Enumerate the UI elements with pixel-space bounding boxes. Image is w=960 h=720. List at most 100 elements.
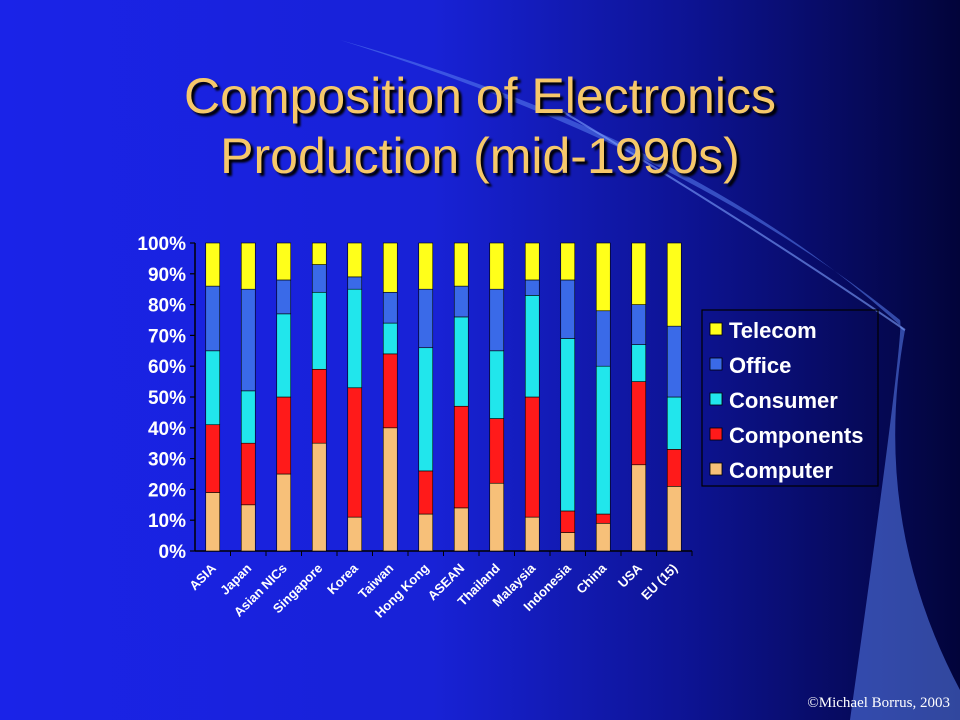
- bar-segment-computer: [666, 486, 682, 552]
- x-category-label: China: [573, 560, 610, 597]
- bar-segment-components: [347, 387, 363, 518]
- bar-segment-office: [489, 288, 505, 352]
- bar-segment-components: [666, 449, 682, 487]
- bar-segment-computer: [560, 532, 576, 552]
- legend-swatch-computer: [709, 462, 723, 476]
- y-tick-label: 0%: [159, 542, 187, 563]
- bar-segment-telecom: [240, 242, 256, 290]
- bar-segment-consumer: [347, 288, 363, 389]
- bar-segment-consumer: [595, 365, 611, 515]
- bar-segment-consumer: [453, 316, 469, 407]
- legend-swatch-consumer: [709, 392, 723, 406]
- bar-segment-components: [560, 510, 576, 533]
- bar-segment-consumer: [276, 313, 292, 398]
- bar-segment-office: [560, 279, 576, 339]
- bar-segment-telecom: [489, 242, 505, 290]
- bar-segment-telecom: [666, 242, 682, 327]
- bar-segment-components: [631, 381, 647, 466]
- bar-segment-computer: [240, 504, 256, 552]
- copyright-notice: ©Michael Borrus, 2003: [807, 695, 950, 711]
- legend-swatch-office: [709, 357, 723, 371]
- y-tick-label: 50%: [148, 388, 186, 409]
- bar-segment-consumer: [489, 350, 505, 419]
- bar-segment-office: [453, 285, 469, 318]
- bar-segment-telecom: [418, 242, 434, 290]
- bar-segment-office: [595, 310, 611, 367]
- bar-segment-consumer: [205, 350, 221, 426]
- bar-segment-office: [276, 279, 292, 315]
- y-tick-label: 30%: [148, 450, 186, 471]
- y-tick-label: 60%: [148, 357, 186, 378]
- bar-segment-consumer: [240, 390, 256, 444]
- y-tick-label: 20%: [148, 480, 186, 501]
- bar-segment-computer: [205, 492, 221, 552]
- bar-segment-office: [205, 285, 221, 352]
- bar-segment-components: [382, 353, 398, 429]
- slide-title-line2: Production (mid-1990s): [220, 128, 740, 184]
- bar-segment-office: [311, 264, 327, 293]
- bar-segment-components: [205, 424, 221, 493]
- bar-segment-office: [240, 288, 256, 392]
- bar-segment-telecom: [347, 242, 363, 278]
- legend-box: [701, 309, 879, 487]
- bar-segment-computer: [631, 464, 647, 552]
- bar-segment-consumer: [418, 347, 434, 472]
- bar-segment-telecom: [311, 242, 327, 265]
- bar-segment-telecom: [560, 242, 576, 281]
- bar-segment-telecom: [453, 242, 469, 287]
- y-tick-label: 40%: [148, 419, 186, 440]
- bar-segment-consumer: [666, 396, 682, 450]
- bar-segment-components: [595, 513, 611, 524]
- bar-segment-computer: [595, 522, 611, 552]
- legend-swatch-components: [709, 427, 723, 441]
- legend-label-telecom: Telecom: [729, 318, 817, 343]
- x-category-label: USA: [615, 560, 645, 590]
- bar-segment-consumer: [631, 344, 647, 382]
- legend-label-office: Office: [729, 353, 791, 378]
- y-tick-label: 80%: [148, 296, 186, 317]
- bar-segment-computer: [524, 516, 540, 552]
- bar-segment-components: [311, 368, 327, 444]
- bar-segment-components: [276, 396, 292, 475]
- bar-segment-computer: [453, 507, 469, 552]
- legend-swatch-telecom: [709, 322, 723, 336]
- bar-segment-office: [524, 279, 540, 296]
- bar-segment-consumer: [560, 338, 576, 512]
- bar-segment-office: [382, 291, 398, 324]
- bar-segment-components: [489, 418, 505, 484]
- y-tick-label: 100%: [137, 234, 186, 255]
- y-tick-label: 90%: [148, 265, 186, 286]
- y-tick-label: 70%: [148, 326, 186, 347]
- bar-segment-components: [524, 396, 540, 518]
- x-category-label: EU (15): [638, 561, 680, 603]
- bar-segment-office: [347, 276, 363, 290]
- bar-segment-computer: [347, 516, 363, 552]
- bar-segment-computer: [311, 442, 327, 552]
- bar-segment-telecom: [382, 242, 398, 293]
- bar-segment-consumer: [311, 291, 327, 370]
- bar-segment-components: [240, 442, 256, 506]
- bar-segment-consumer: [382, 322, 398, 355]
- bar-segment-telecom: [595, 242, 611, 312]
- bar-segment-office: [631, 304, 647, 345]
- y-tick-label: 10%: [148, 511, 186, 532]
- slide-title-line1: Composition of Electronics: [184, 68, 776, 124]
- bar-segment-computer: [418, 513, 434, 552]
- bar-segment-consumer: [524, 295, 540, 398]
- bar-segment-telecom: [524, 242, 540, 281]
- bar-segment-telecom: [205, 242, 221, 287]
- bar-segment-office: [418, 288, 434, 349]
- bar-segment-computer: [489, 482, 505, 552]
- legend-label-components: Components: [729, 423, 863, 448]
- x-category-label: ASIA: [186, 560, 219, 593]
- bar-segment-telecom: [631, 242, 647, 305]
- legend-label-consumer: Consumer: [729, 388, 838, 413]
- legend-label-computer: Computer: [729, 458, 833, 483]
- slide-title: Composition of Electronics Production (m…: [60, 66, 900, 186]
- bar-segment-components: [453, 405, 469, 509]
- bar-segment-computer: [382, 427, 398, 552]
- bar-segment-components: [418, 470, 434, 515]
- bar-segment-office: [666, 325, 682, 398]
